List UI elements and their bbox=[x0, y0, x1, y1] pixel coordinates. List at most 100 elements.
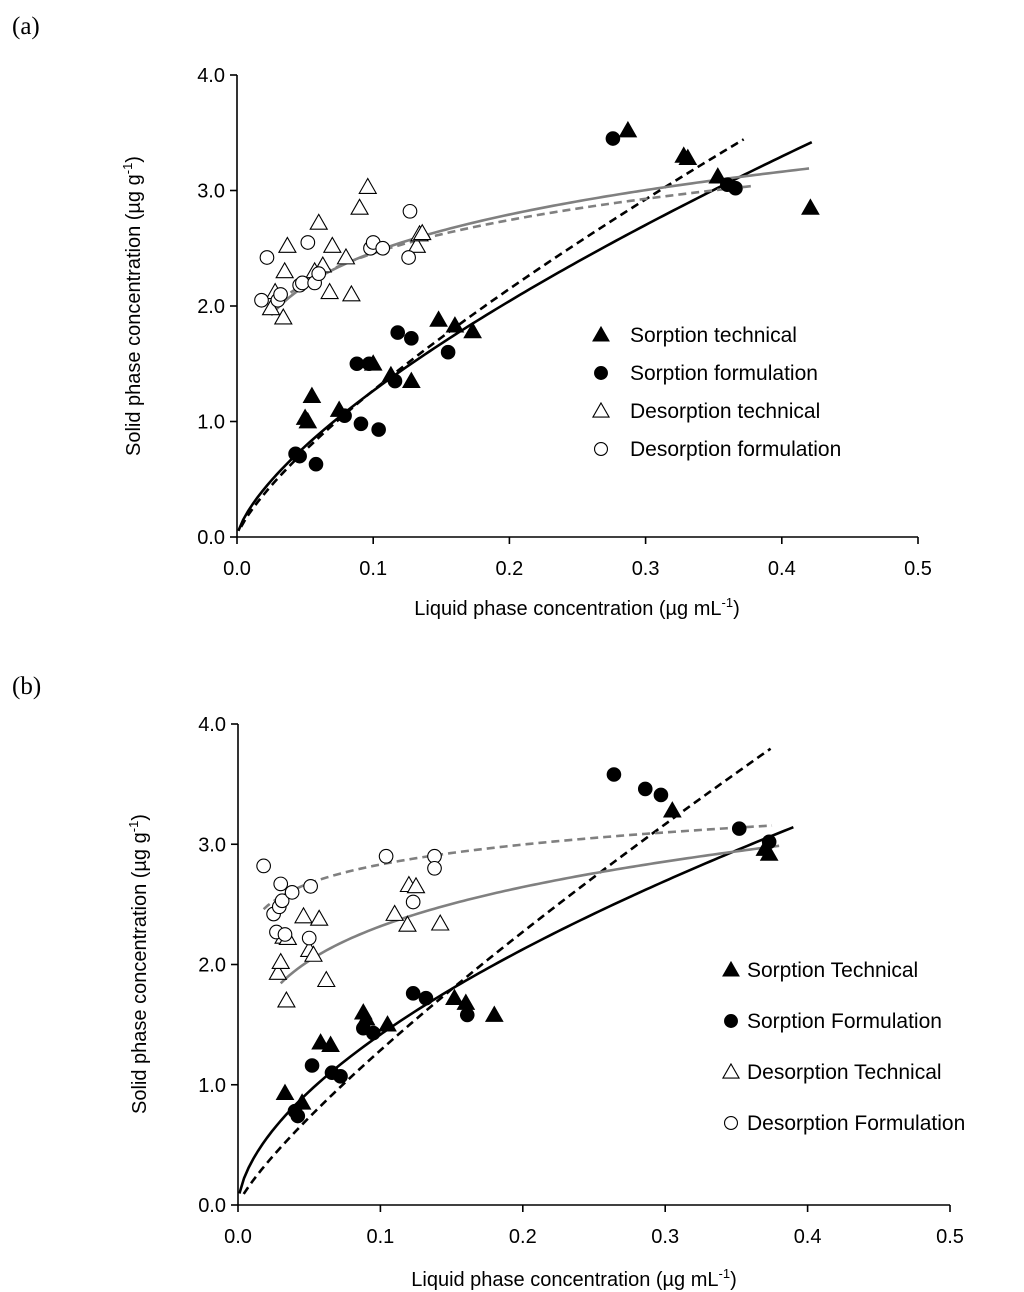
data-point bbox=[605, 131, 621, 146]
data-point bbox=[268, 963, 288, 980]
data-point bbox=[606, 767, 622, 782]
data-point bbox=[337, 408, 352, 424]
legend-item: Desorption Formulation bbox=[723, 1112, 965, 1135]
data-point bbox=[708, 167, 728, 184]
data-point bbox=[256, 858, 271, 874]
x-axis-title-text: Liquid phase concentration (µg mL bbox=[411, 1269, 718, 1291]
data-point bbox=[405, 894, 421, 910]
y-tick-label: 3.0 bbox=[198, 834, 226, 856]
data-point bbox=[401, 371, 421, 388]
y-tick-label: 0.0 bbox=[198, 1195, 226, 1217]
data-point bbox=[618, 120, 638, 138]
series-desorption-formulation bbox=[254, 203, 418, 308]
data-point bbox=[418, 990, 434, 1006]
series-sorption-technical bbox=[275, 801, 779, 1110]
data-point bbox=[662, 801, 682, 818]
data-point bbox=[298, 411, 318, 429]
data-point bbox=[637, 781, 653, 797]
data-point bbox=[378, 1015, 397, 1032]
data-point bbox=[316, 970, 336, 988]
y-axis-title-close: ) bbox=[129, 814, 151, 821]
data-point bbox=[320, 282, 340, 300]
x-tick-label: 0.1 bbox=[366, 1226, 394, 1248]
data-point bbox=[358, 177, 378, 194]
data-point bbox=[484, 1005, 504, 1022]
data-point bbox=[398, 915, 417, 932]
y-tick-label: 0.0 bbox=[197, 527, 225, 549]
legend-item: Desorption formulation bbox=[593, 438, 841, 461]
data-point bbox=[371, 422, 386, 437]
data-point bbox=[277, 927, 293, 942]
fit-curve-1 bbox=[237, 140, 813, 532]
legend: Sorption Technical Sorption Formulation De… bbox=[721, 959, 965, 1135]
data-point bbox=[271, 952, 291, 970]
data-point bbox=[459, 1007, 475, 1023]
data-point bbox=[653, 787, 669, 803]
series-sorption-formulation bbox=[287, 767, 777, 1124]
data-point bbox=[259, 250, 275, 265]
series-sorption-technical bbox=[295, 120, 820, 429]
data-point bbox=[309, 909, 329, 926]
legend-label: Sorption Technical bbox=[747, 959, 918, 982]
y-axis-title: Solid phase concentration (µg g-1) bbox=[120, 156, 145, 456]
data-point bbox=[365, 1025, 381, 1041]
data-point bbox=[275, 261, 295, 279]
x-axis-title-text: Liquid phase concentration (µg mL bbox=[414, 598, 721, 620]
data-point bbox=[375, 240, 391, 256]
y-tick-label: 4.0 bbox=[198, 714, 226, 736]
data-point bbox=[322, 236, 342, 253]
data-point bbox=[402, 203, 418, 219]
y-tick-label: 3.0 bbox=[197, 181, 225, 203]
fit-curve-4 bbox=[270, 184, 755, 311]
fit-curve-2 bbox=[239, 138, 745, 528]
data-point bbox=[385, 904, 405, 921]
data-point bbox=[759, 844, 779, 861]
legend-item: Sorption Formulation bbox=[724, 1010, 942, 1033]
data-point bbox=[321, 1035, 340, 1052]
fit-curve-4 bbox=[262, 824, 773, 911]
x-axis-title: Liquid phase concentration (µg mL-1) bbox=[411, 1266, 737, 1291]
legend-item: Desorption technical bbox=[591, 400, 820, 423]
data-point bbox=[290, 1108, 306, 1124]
data-point bbox=[412, 223, 432, 241]
legend-item: Desorption Technical bbox=[721, 1061, 942, 1084]
data-point bbox=[304, 945, 323, 962]
data-point bbox=[406, 876, 426, 894]
data-point bbox=[273, 307, 293, 325]
data-point bbox=[361, 356, 377, 372]
data-point bbox=[440, 344, 456, 360]
y-axis-title-close: ) bbox=[123, 156, 145, 163]
legend-label: Sorption Formulation bbox=[747, 1010, 942, 1033]
data-point bbox=[303, 878, 318, 894]
data-point bbox=[294, 906, 313, 924]
legend-label: Sorption technical bbox=[630, 324, 797, 347]
data-point bbox=[311, 266, 327, 282]
y-tick-label: 4.0 bbox=[197, 65, 225, 87]
legend-marker bbox=[723, 1115, 739, 1131]
panel-label: (a) bbox=[12, 13, 40, 40]
legend-marker bbox=[721, 1062, 741, 1079]
panel-b: (b) 0.0 0.1 0.2 0.3 0.4 0.5 0.0 1.0 2.0 3.0 4.0 Liqu… bbox=[12, 673, 965, 1291]
series-sorption-formulation bbox=[288, 131, 743, 472]
data-point bbox=[407, 236, 427, 253]
x-tick-label: 0.0 bbox=[223, 558, 251, 580]
data-point bbox=[429, 310, 448, 327]
data-point bbox=[273, 287, 288, 302]
legend-item: Sorption Technical bbox=[722, 959, 918, 982]
x-tick-label: 0.5 bbox=[904, 558, 932, 580]
y-axis-title-superscript: -1 bbox=[120, 163, 135, 175]
data-point bbox=[276, 990, 296, 1008]
legend-label: Desorption technical bbox=[630, 400, 820, 423]
data-point bbox=[350, 198, 370, 215]
data-point bbox=[308, 456, 324, 472]
data-point bbox=[302, 386, 322, 403]
legend-marker bbox=[591, 401, 611, 418]
legend-label: Desorption formulation bbox=[630, 438, 841, 461]
y-axis-title: Solid phase concentration (µg g-1) bbox=[126, 814, 151, 1114]
legend-marker bbox=[724, 1014, 738, 1028]
data-point bbox=[274, 893, 290, 909]
data-point bbox=[401, 250, 416, 265]
legend-marker bbox=[593, 441, 609, 457]
y-axis-title-superscript: -1 bbox=[126, 821, 141, 833]
data-point bbox=[427, 860, 442, 876]
